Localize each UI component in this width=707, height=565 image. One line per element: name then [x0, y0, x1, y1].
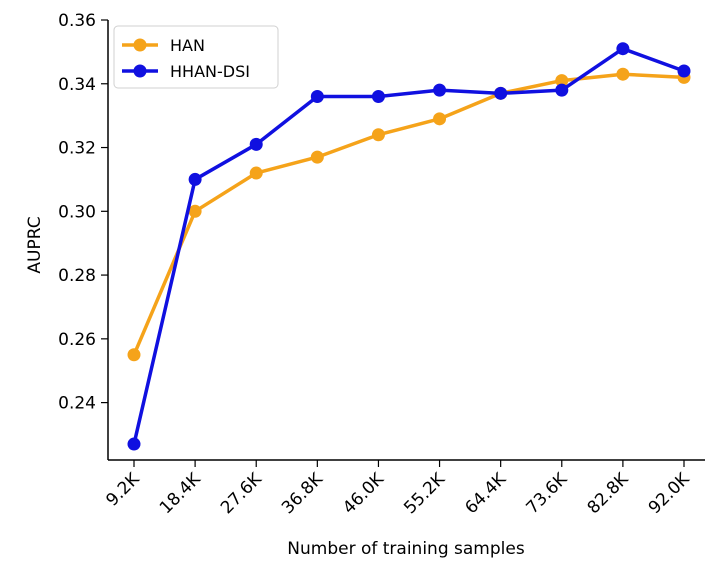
x-tick-label: 27.6K	[217, 469, 266, 518]
data-point-han	[371, 128, 385, 142]
y-ticks: 0.24 0.26 0.28 0.30 0.32 0.34 0.36	[58, 11, 108, 414]
axes	[107, 20, 705, 461]
data-point-han	[433, 112, 447, 126]
data-point-hhan-dsi	[127, 437, 141, 451]
y-tick-label: 0.34	[58, 75, 96, 95]
data-point-han	[616, 67, 630, 81]
y-tick-label: 0.28	[58, 266, 96, 286]
data-point-hhan-dsi	[677, 64, 691, 78]
y-tick-label: 0.32	[58, 139, 96, 159]
series-han	[127, 67, 691, 362]
series-line-hhan-dsi	[132, 46, 685, 445]
series-line-han	[132, 72, 685, 356]
data-point-hhan-dsi	[616, 42, 630, 56]
y-tick-label: 0.30	[58, 202, 96, 222]
data-point-hhan-dsi	[249, 137, 263, 151]
series-group	[127, 42, 691, 451]
data-point-han	[188, 204, 202, 218]
y-tick-label: 0.36	[58, 11, 96, 31]
data-point-hhan-dsi	[188, 172, 202, 186]
data-point-han	[249, 166, 263, 180]
y-tick-label: 0.24	[58, 394, 96, 414]
x-tick-label: 82.8K	[584, 469, 633, 518]
legend-marker-han	[133, 38, 147, 52]
data-point-hhan-dsi	[310, 90, 324, 104]
x-tick-label: 73.6K	[523, 469, 572, 518]
data-point-hhan-dsi	[371, 90, 385, 104]
legend-label-han: HAN	[170, 36, 205, 55]
x-ticks: 9.2K 18.4K 27.6K 36.8K 46.0K 55.2K 64.4K 73.6K 8…	[102, 460, 694, 518]
data-point-han	[127, 348, 141, 362]
legend-label-hhan-dsi: HHAN-DSI	[170, 62, 250, 81]
y-axis-label: AUPRC	[25, 216, 45, 273]
data-point-hhan-dsi	[555, 83, 569, 97]
x-tick-label: 18.4K	[156, 469, 205, 518]
y-tick-label: 0.26	[58, 330, 96, 350]
x-tick-label: 9.2K	[102, 469, 144, 511]
x-tick-label: 46.0K	[339, 469, 388, 518]
data-point-hhan-dsi	[494, 86, 508, 100]
data-point-han	[555, 74, 569, 88]
x-tick-label: 92.0K	[645, 469, 694, 518]
x-axis-label: Number of training samples	[287, 539, 525, 559]
x-tick-label: 64.4K	[461, 469, 510, 518]
legend: HAN HHAN-DSI	[113, 25, 279, 89]
x-tick-label: 55.2K	[400, 469, 449, 518]
data-point-hhan-dsi	[433, 83, 447, 97]
data-point-han	[310, 150, 324, 164]
x-tick-label: 36.8K	[278, 469, 327, 518]
series-hhan-dsi	[127, 42, 691, 451]
legend-marker-hhan-dsi	[133, 64, 147, 78]
